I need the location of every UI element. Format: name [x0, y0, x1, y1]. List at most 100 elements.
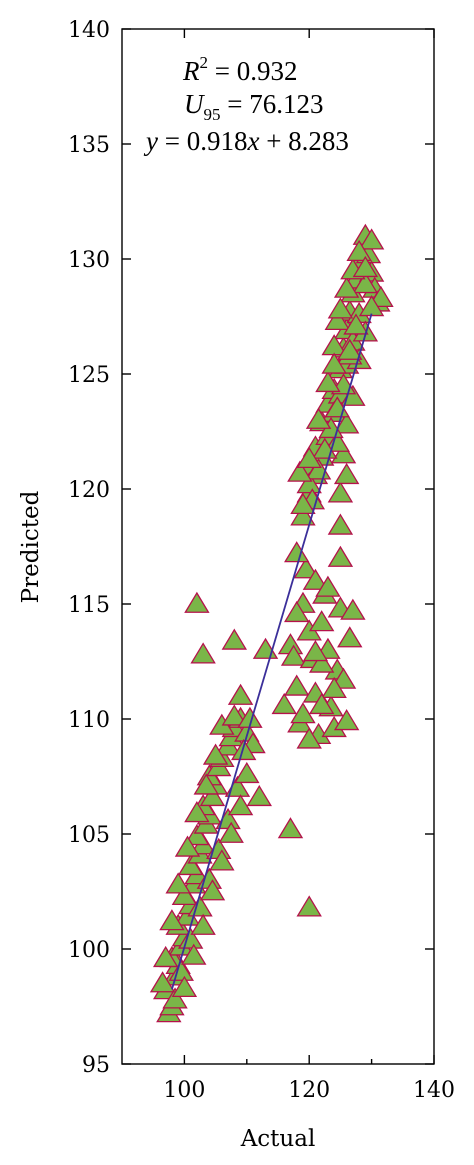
data-point — [321, 676, 347, 698]
data-point — [174, 835, 201, 857]
data-point — [321, 352, 347, 374]
y-tick-label-140: 140 — [68, 18, 110, 43]
data-point — [162, 987, 188, 1009]
data-point — [333, 709, 360, 731]
data-point — [252, 637, 279, 659]
data-point — [184, 801, 210, 823]
data-point — [333, 462, 360, 485]
eq-tail: + 8.283 — [259, 126, 348, 156]
data-point — [202, 743, 229, 765]
data-point — [337, 626, 363, 648]
y-tick-label-110: 110 — [68, 708, 110, 733]
data-point — [277, 817, 304, 839]
data-point — [287, 460, 313, 482]
regression-line — [171, 313, 373, 990]
data-point — [199, 879, 226, 901]
data-point — [181, 943, 207, 965]
data-point — [308, 651, 335, 673]
x-tick-label-120: 120 — [288, 1078, 330, 1103]
y-axis-label: Predicted — [18, 490, 44, 603]
r2-symbol: R — [182, 56, 200, 86]
r2-superscript: 2 — [200, 53, 209, 72]
eq-x: x — [246, 126, 259, 156]
data-point — [152, 945, 179, 968]
data-point — [209, 849, 235, 871]
data-point — [327, 545, 354, 567]
y-tick-label-130: 130 — [68, 248, 110, 273]
plot-frame — [121, 28, 435, 1065]
data-point — [221, 628, 248, 650]
data-point — [302, 640, 329, 662]
data-point — [193, 773, 219, 795]
data-point — [284, 600, 310, 623]
y-tick-label-95: 95 — [82, 1053, 110, 1078]
y-tick-label-135: 135 — [68, 133, 110, 158]
regression-equation: y = 0.918x + 8.283 — [143, 126, 349, 156]
data-point — [296, 446, 322, 468]
data-point — [171, 883, 198, 905]
data-point — [293, 557, 319, 579]
x-tick-label-140: 140 — [413, 1078, 455, 1103]
data-point — [221, 704, 248, 726]
data-point — [184, 591, 210, 613]
data-point — [330, 442, 357, 464]
data-points — [149, 223, 394, 1023]
data-point — [290, 702, 316, 724]
data-point — [358, 228, 385, 250]
data-point — [305, 407, 332, 429]
data-point — [315, 370, 341, 393]
data-point — [296, 727, 322, 749]
data-point — [199, 784, 226, 807]
u95-subscript: 95 — [204, 105, 221, 124]
data-point — [308, 610, 335, 632]
data-point — [165, 872, 191, 894]
data-point — [302, 568, 329, 590]
y-tick-label-100: 100 — [68, 938, 110, 963]
data-point — [177, 853, 204, 876]
data-point — [190, 913, 216, 935]
data-point — [149, 971, 176, 993]
data-point — [284, 674, 310, 696]
data-point — [324, 308, 350, 330]
data-point — [352, 255, 379, 278]
r2-value: = 0.932 — [208, 56, 297, 86]
data-point — [296, 895, 322, 917]
y-tick-label-125: 125 — [68, 363, 110, 388]
data-point — [284, 541, 310, 563]
u95-value: = 76.123 — [221, 89, 324, 119]
data-point — [227, 683, 254, 705]
data-point — [352, 272, 379, 294]
u95-symbol: U — [184, 89, 205, 119]
y-tick-label-105: 105 — [68, 823, 110, 848]
u95-annotation: U95 = 76.123 — [184, 89, 323, 124]
data-point — [280, 644, 307, 666]
data-point — [234, 761, 260, 784]
data-point — [308, 692, 335, 715]
data-point — [290, 504, 316, 526]
data-point — [327, 481, 354, 503]
data-point — [340, 598, 366, 620]
data-point — [327, 513, 354, 535]
data-point — [246, 784, 272, 807]
data-point — [290, 492, 316, 514]
data-point — [327, 297, 354, 319]
y-tick-label-120: 120 — [68, 478, 110, 503]
eq-y: y — [143, 126, 158, 156]
data-point — [218, 821, 244, 843]
data-point — [171, 975, 198, 997]
data-point — [159, 909, 185, 931]
data-point — [230, 738, 257, 761]
eq-mid: = 0.918 — [158, 126, 247, 156]
x-tick-label-100: 100 — [163, 1078, 205, 1103]
data-point — [184, 824, 210, 846]
data-point — [296, 472, 322, 494]
data-point — [333, 412, 360, 434]
data-point — [190, 642, 216, 664]
data-point — [346, 239, 372, 261]
data-point — [227, 794, 254, 816]
x-axis-label: Actual — [240, 1126, 316, 1152]
data-point — [343, 313, 369, 335]
r-squared-annotation: R2 = 0.932 — [182, 53, 297, 86]
data-point — [333, 276, 360, 298]
